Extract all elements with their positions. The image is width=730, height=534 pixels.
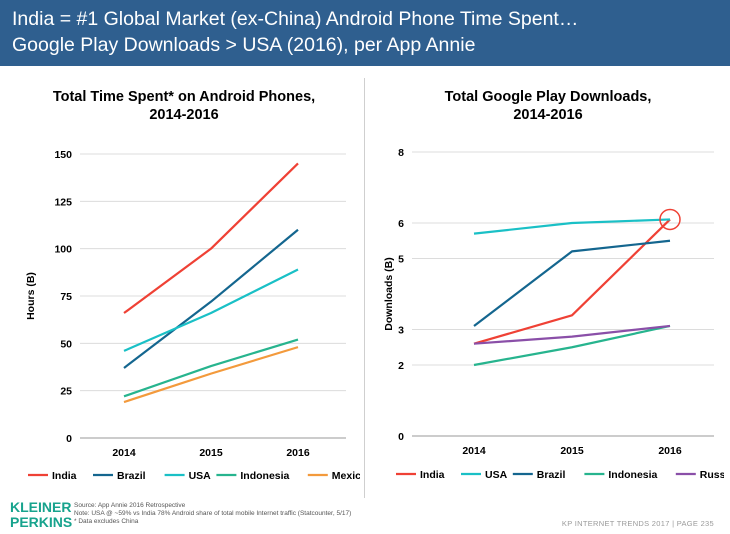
share-note: Note: USA @ ~59% vs India 78% Android sh… (74, 510, 352, 517)
y-tick-label: 25 (60, 386, 72, 398)
panel-divider (364, 78, 365, 498)
chart-title-line-2: 2014-2016 (149, 107, 219, 123)
y-tick-label: 8 (398, 147, 404, 159)
y-tick-label: 150 (54, 149, 72, 161)
legend-label-brazil: Brazil (537, 469, 566, 481)
logo-line-1: KLEINER (10, 499, 72, 515)
x-tick-label: 2015 (560, 445, 584, 457)
legend-label-russia: Russia (700, 469, 724, 481)
logo-line-2: PERKINS (10, 514, 73, 530)
legend-label-usa: USA (485, 469, 508, 481)
y-tick-label: 0 (66, 433, 72, 445)
legend-label-india: India (52, 470, 77, 482)
y-axis-label: Hours (B) (25, 272, 37, 320)
legend-label-brazil: Brazil (117, 470, 146, 482)
slide-header: India = #1 Global Market (ex-China) Andr… (0, 0, 730, 66)
downloads-line-chart: 0 2 3 5 6 8 2014 2015 2016 Downloads (B) India USA B… (383, 147, 724, 481)
time-spent-chart-panel: Total Time Spent* on Android Phones, 201… (8, 78, 360, 498)
x-tick-label: 2014 (112, 447, 136, 459)
chart-title-line-1: Total Google Play Downloads, (444, 89, 652, 105)
y-tick-label: 3 (398, 325, 404, 337)
y-tick-label: 50 (60, 338, 72, 350)
series-line-india (473, 218, 671, 345)
series-line-usa (123, 268, 299, 352)
chart-title: Total Google Play Downloads, 2014-2016 (372, 88, 724, 124)
y-axis-label: Downloads (B) (383, 257, 395, 331)
legend-label-indonesia: Indonesia (608, 469, 657, 481)
y-tick-label: 2 (398, 360, 404, 372)
footer-notes: Source: App Annie 2016 Retrospective Not… (74, 502, 351, 526)
y-tick-label: 100 (54, 244, 72, 256)
y-tick-label: 6 (398, 218, 404, 230)
y-tick-label: 125 (54, 196, 72, 208)
page-footer: KP INTERNET TRENDS 2017 | PAGE 235 (561, 519, 714, 528)
time-spent-line-chart: 0 25 50 75 100 125 150 2014 2015 2016 Hours (B) Ind… (25, 149, 360, 482)
x-tick-label: 2016 (286, 447, 310, 459)
chart-title-line-2: 2014-2016 (513, 107, 583, 123)
series-line-russia (473, 324, 671, 345)
series-line-brazil (473, 239, 671, 327)
legend-label-usa: USA (189, 470, 212, 482)
chart-title-line-1: Total Time Spent* on Android Phones, (52, 89, 316, 105)
series-line-mexico (123, 346, 299, 404)
series-line-indonesia (473, 324, 671, 367)
china-note: * Data excludes China (74, 518, 139, 525)
source-note: Source: App Annie 2016 Retrospective (74, 502, 186, 509)
legend-label-india: India (420, 469, 445, 481)
series-line-india (123, 162, 299, 314)
series-line-brazil (123, 228, 299, 369)
x-tick-label: 2015 (199, 447, 223, 459)
x-tick-label: 2014 (462, 445, 486, 457)
kleiner-perkins-logo: KLEINER PERKINS (10, 500, 72, 530)
slide-title-line-2: Google Play Downloads > USA (2016), per … (12, 34, 476, 56)
legend-label-indonesia: Indonesia (240, 470, 289, 482)
slide-title-line-1: India = #1 Global Market (ex-China) Andr… (12, 8, 579, 30)
chart-title: Total Time Spent* on Android Phones, 201… (8, 88, 360, 124)
series-line-usa (473, 218, 671, 235)
highlight-circle (659, 208, 681, 231)
y-tick-label: 75 (60, 291, 72, 303)
series-line-indonesia (123, 338, 299, 398)
legend-label-mexico: Mexico (332, 470, 360, 482)
y-tick-label: 0 (398, 431, 404, 443)
downloads-chart-panel: Total Google Play Downloads, 2014-2016 0… (372, 78, 724, 498)
x-tick-label: 2016 (658, 445, 682, 457)
y-tick-label: 5 (398, 254, 404, 266)
